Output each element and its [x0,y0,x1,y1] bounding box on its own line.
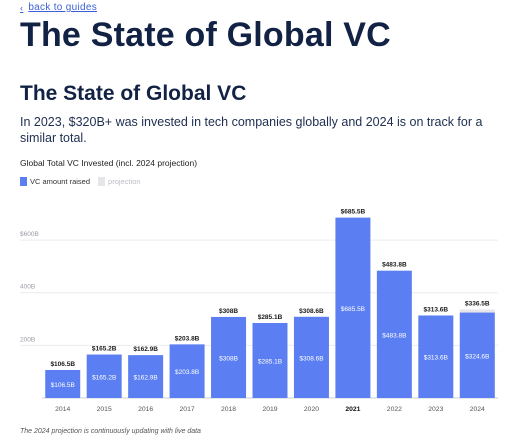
x-tick-label-2014: 2014 [55,406,70,413]
legend-label-projection: projection [108,177,141,186]
bar-2022 [376,270,412,398]
legend-label-vc-raised: VC amount raised [30,177,91,186]
intro-paragraph: In 2023, $320B+ was invested in tech com… [20,115,483,145]
bar-top-label-2018: $308B [219,308,238,315]
legend-item-projection[interactable]: projection [98,177,141,186]
bar-inner-label-2019: $285.1B [258,358,282,365]
x-tick-label-2024: 2024 [470,406,485,413]
x-tick-label-2016: 2016 [138,406,153,413]
y-tick-label: 400B [20,284,35,291]
legend-swatch-projection [98,177,106,186]
bar-top-label-2021: $685.5B [341,209,366,216]
x-tick-label-2022: 2022 [387,406,402,413]
bar-2020 [293,316,329,398]
x-tick-label-2017: 2017 [180,406,195,413]
bar-inner-label-2024: $324.6B [465,353,489,360]
bar-2014 [45,369,81,398]
bar-2016 [128,355,164,398]
legend-swatch-vc-raised [20,177,27,186]
bar-top-label-2016: $162.9B [133,346,158,353]
bar-2015 [86,354,122,398]
back-to-guides-link[interactable]: ‹ back to guides [20,2,97,13]
bar-inner-label-2015: $165.2B [92,374,116,381]
section-title: The State of Global VC [20,82,247,105]
bar-2017 [169,344,205,398]
bar-inner-label-2022: $483.8B [382,332,406,339]
x-tick-label-2021: 2021 [345,406,360,413]
bar-inner-label-2017: $203.8B [175,369,199,376]
bar-2021 [335,217,371,398]
chevron-left-icon: ‹ [20,2,24,13]
x-tick-label-2023: 2023 [428,406,443,413]
back-to-guides-label: back to guides [28,2,97,13]
x-tick-label-2020: 2020 [304,406,319,413]
chart-legend: VC amount raised projection [20,177,141,186]
bar-inner-label-2014: $106.5B [51,382,75,389]
bar-inner-label-2020: $308.6B [299,355,323,362]
y-tick-label: 200B [20,336,35,343]
bar-top-label-2022: $483.8B [382,262,407,269]
bar-2019 [252,322,288,398]
y-tick-label: $600B [20,231,39,238]
bar-inner-label-2021: $685.5B [341,306,365,313]
x-tick-label-2019: 2019 [262,406,277,413]
bar-top-label-2014: $106.5B [50,361,75,368]
chart-title: Global Total VC Invested (incl. 2024 pro… [20,158,198,168]
vc-bar-chart: 200B 400B $600B $106.5B $106.5B 2014 $165.2B $1… [20,209,498,413]
bar-top-label-2024: $336.5B [465,300,490,307]
bar-top-label-2020: $308.6B [299,308,324,315]
bar-top-label-2019: $285.1B [258,314,283,321]
bar-top-label-2017: $203.8B [175,335,200,342]
bar-inner-label-2016: $162.9B [134,375,158,382]
bar-top-label-2015: $165.2B [92,346,117,353]
bar-inner-label-2023: $313.6B [424,355,448,362]
bar-inner-label-2018: $308B [219,355,238,362]
bar-2023 [418,315,454,398]
chart-footnote: The 2024 projection is continuously upda… [20,428,201,435]
page-title: The State of Global VC [20,16,391,54]
x-tick-label-2015: 2015 [97,406,112,413]
x-tick-label-2018: 2018 [221,406,236,413]
bar-2018 [211,316,247,398]
bar-top-label-2023: $313.6B [424,306,449,313]
bar-2024 [459,312,495,398]
legend-item-vc-raised[interactable]: VC amount raised [20,177,90,186]
